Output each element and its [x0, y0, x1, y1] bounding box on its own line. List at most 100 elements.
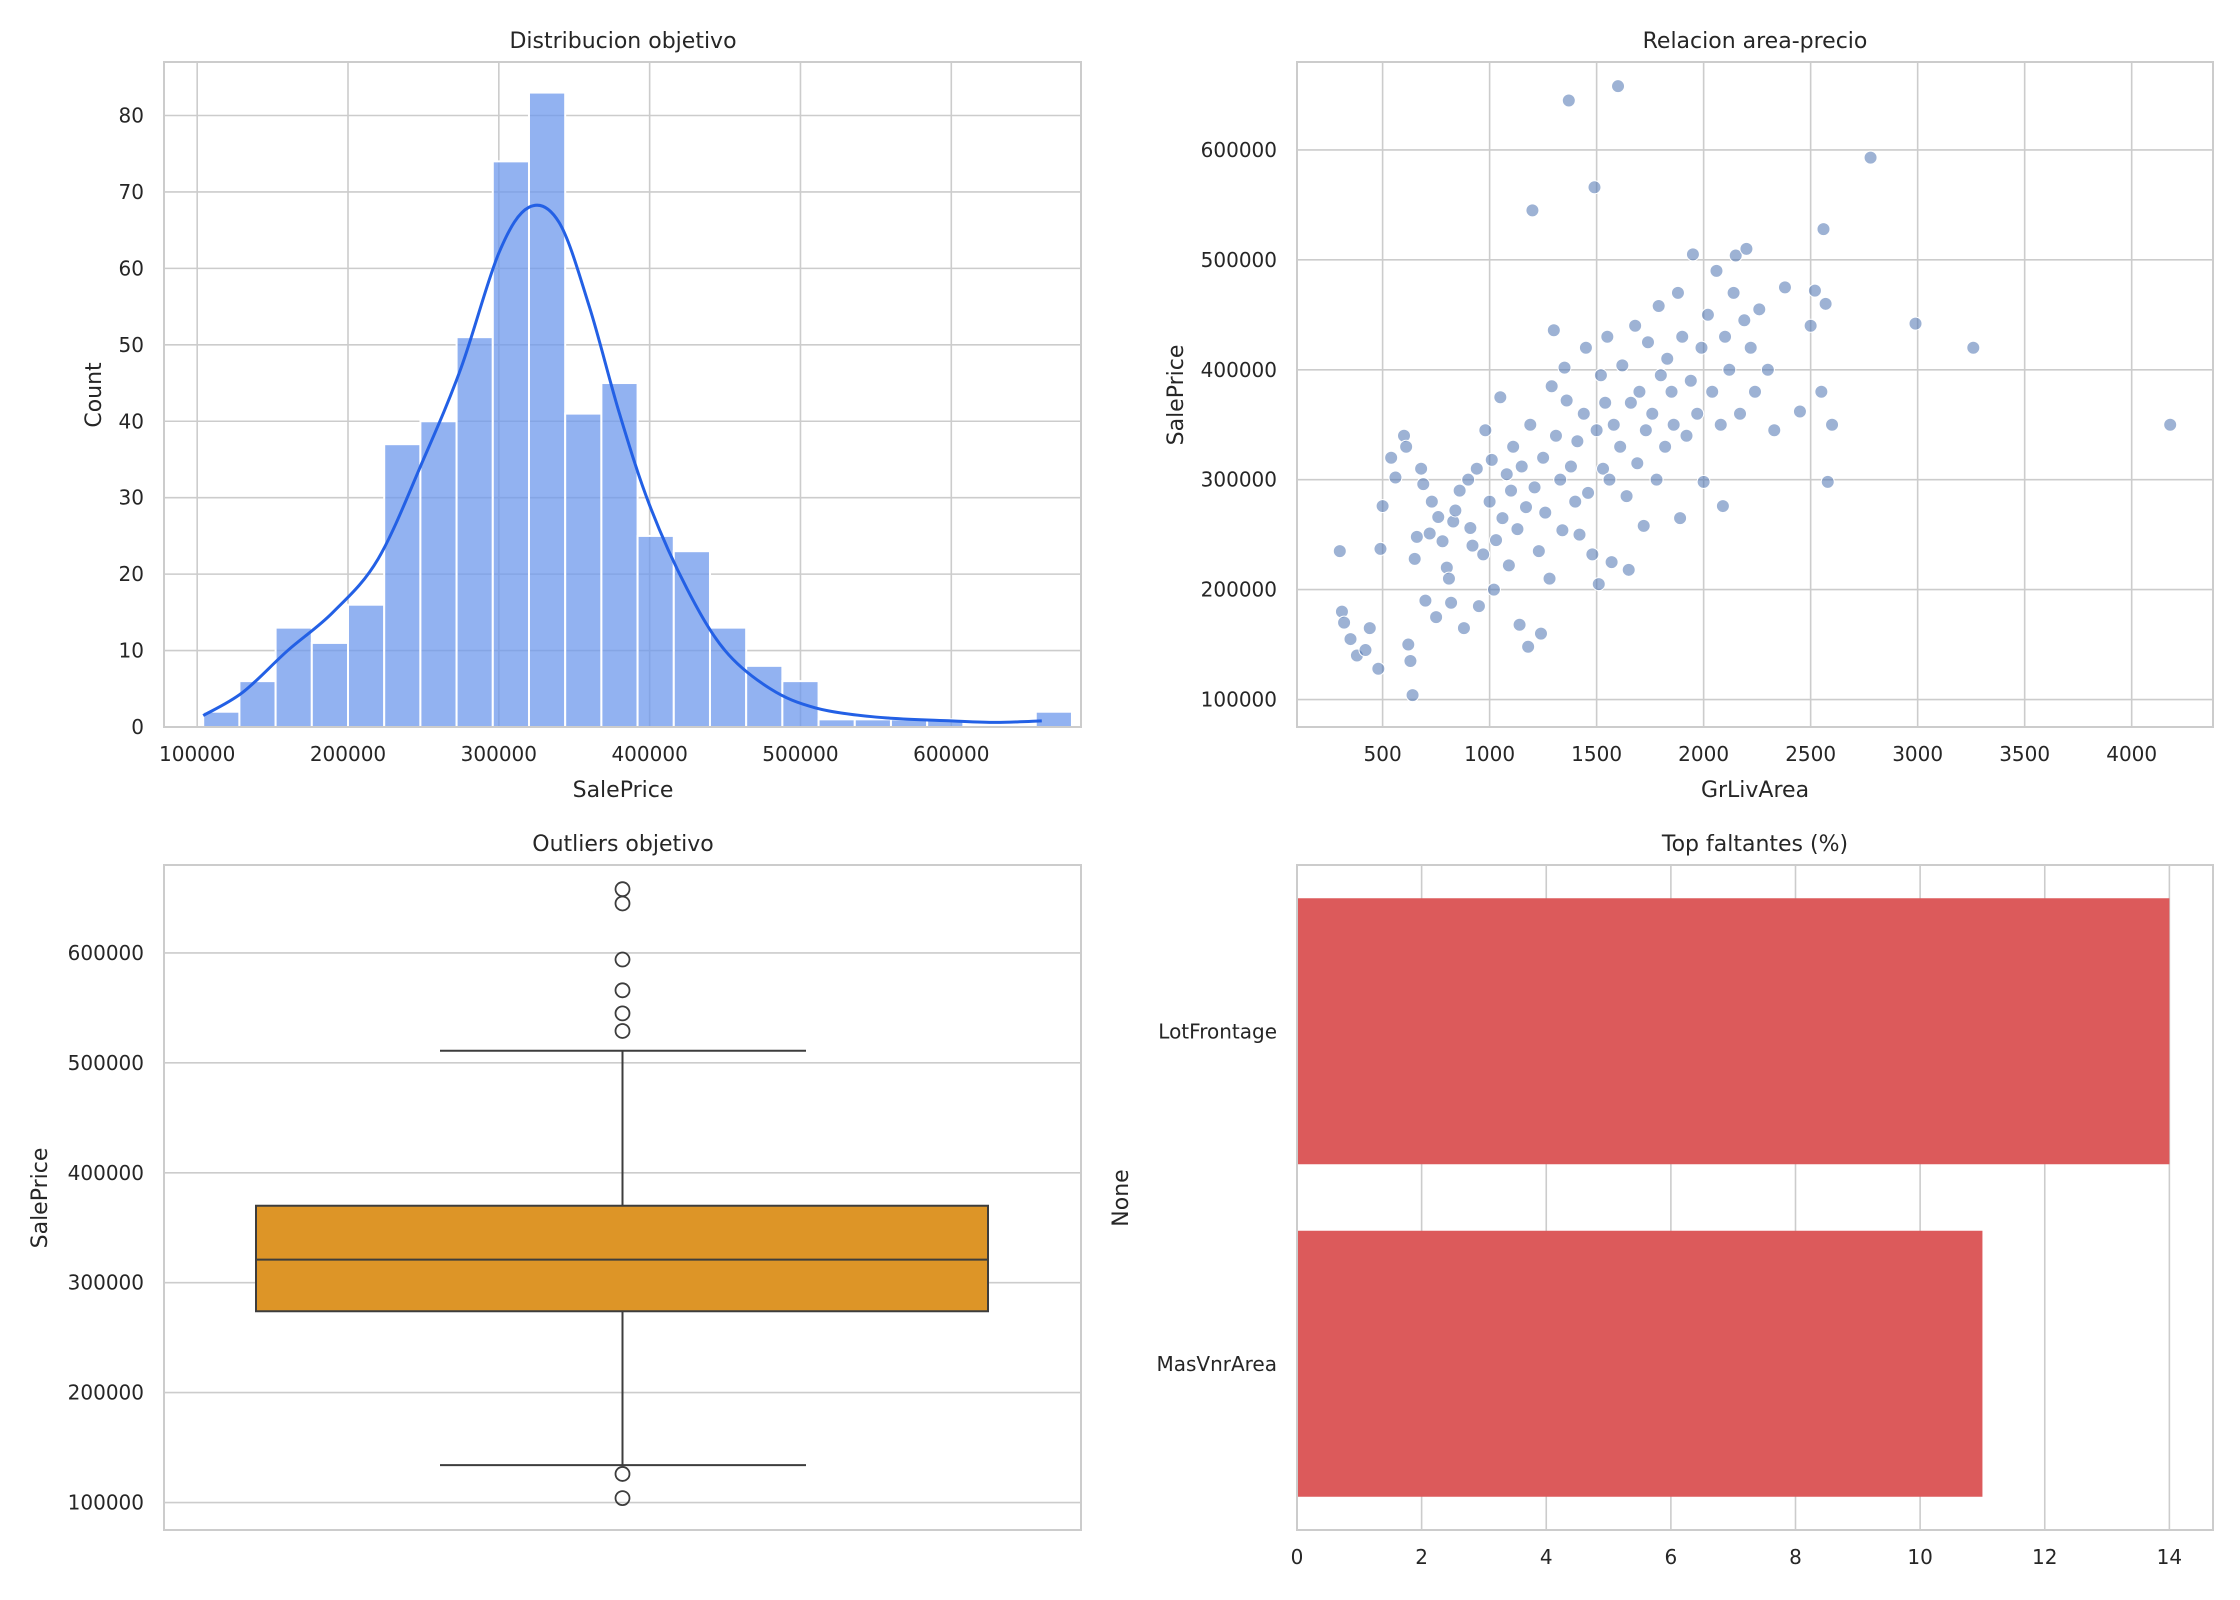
- scatter-point: [1523, 417, 1538, 432]
- scatter-point: [1726, 285, 1741, 300]
- histogram-bar: [1034, 710, 1073, 729]
- scatter-point: [1591, 577, 1606, 592]
- histogram-bar: [491, 160, 530, 729]
- scatter-point: [1478, 423, 1493, 438]
- histogram-bar: [600, 382, 639, 728]
- x-tick-label: 4000: [2106, 742, 2157, 766]
- scatter-point: [1589, 423, 1604, 438]
- missing-bar-panel: Top faltantes (%) 0 2 4 6 8 10 12 14 LotFrontage…: [1109, 832, 2214, 1569]
- histogram-bar: [347, 603, 386, 729]
- scatter-point: [1604, 555, 1619, 570]
- histogram-bar: [383, 443, 422, 728]
- scatter-point: [1553, 472, 1568, 487]
- scatter-point: [1737, 313, 1752, 328]
- scatter-point: [1405, 688, 1420, 703]
- scatter-point: [1621, 562, 1636, 577]
- scatter-point: [1598, 395, 1613, 410]
- scatter-point: [1544, 379, 1559, 394]
- scatter-point: [1486, 582, 1501, 597]
- scatter-point: [1416, 477, 1431, 492]
- scatter-point: [1722, 362, 1737, 377]
- scatter-point: [1816, 222, 1831, 237]
- scatter-point: [1748, 384, 1762, 399]
- y-tick-label: 200000: [1201, 578, 1277, 602]
- scatter-point: [1613, 439, 1628, 454]
- scatter-point: [1484, 452, 1499, 467]
- scatter-point: [1760, 362, 1775, 377]
- x-tick-label: 500: [1364, 742, 1402, 766]
- scatter-ylabel: SalePrice: [1164, 345, 1189, 446]
- scatter-point: [1623, 395, 1638, 410]
- scatter-point: [1343, 632, 1358, 647]
- x-tick-label: 600000: [913, 742, 989, 766]
- scatter-point: [1825, 417, 1840, 432]
- histogram-bar: [817, 718, 856, 729]
- histogram-frame: [163, 61, 1082, 728]
- scatter-point: [1818, 296, 1833, 311]
- scatter-point: [1733, 406, 1748, 421]
- histogram-panel: Distribucion objetivo 100000 200000 300000…: [82, 29, 1082, 803]
- scatter-point: [1743, 340, 1758, 355]
- x-tick-label: 8: [1789, 1545, 1802, 1569]
- scatter-point: [1463, 521, 1478, 536]
- scatter-point: [1501, 558, 1516, 573]
- scatter-point: [1820, 474, 1835, 489]
- y-tick-label: 600000: [68, 941, 144, 965]
- scatter-point: [1533, 626, 1548, 641]
- scatter-point: [1863, 150, 1878, 165]
- scatter-point: [1337, 615, 1352, 630]
- scatter-point: [1718, 329, 1733, 344]
- outlier-point: [614, 895, 631, 912]
- y-tick-label: 30: [119, 486, 144, 510]
- scatter-point: [1632, 384, 1647, 399]
- scatter-point: [1388, 470, 1403, 485]
- scatter-point: [1531, 544, 1546, 559]
- scatter-point: [1578, 340, 1593, 355]
- scatter-point: [1332, 544, 1347, 559]
- scatter-point: [1792, 404, 1807, 419]
- missing-bar-title: Top faltantes (%): [1661, 832, 1848, 857]
- scatter-point: [1504, 483, 1519, 498]
- scatter-point: [1482, 494, 1497, 509]
- y-tick-label: 500000: [1201, 248, 1277, 272]
- y-tick-label: 10: [119, 639, 144, 663]
- y-tick-label: 0: [131, 715, 144, 739]
- category-label: MasVnrArea: [1156, 1352, 1277, 1376]
- scatter-point: [1739, 241, 1754, 256]
- x-tick-label: 500000: [762, 742, 838, 766]
- scatter-point: [1715, 499, 1730, 514]
- scatter-title: Relacion area-precio: [1643, 29, 1868, 54]
- scatter-point: [1581, 485, 1596, 500]
- scatter-point: [1403, 654, 1418, 669]
- histogram-bar: [672, 550, 711, 728]
- scatter-point: [1908, 316, 1923, 331]
- x-tick-label: 1000: [1464, 742, 1515, 766]
- outlier-point: [614, 1005, 631, 1022]
- y-tick-label: 500000: [68, 1051, 144, 1075]
- boxplot-title: Outliers objetivo: [532, 832, 713, 857]
- scatter-point: [1628, 318, 1643, 333]
- scatter-point: [1683, 373, 1698, 388]
- outlier-point: [614, 881, 631, 898]
- y-tick-label: 400000: [1201, 358, 1277, 382]
- histogram-bar: [527, 91, 567, 729]
- scatter-point: [1510, 522, 1525, 537]
- missing-bar: [1297, 898, 2170, 1165]
- histogram-ylabel: Count: [82, 362, 107, 428]
- scatter-point: [1409, 529, 1424, 544]
- scatter-point: [1358, 643, 1373, 658]
- x-tick-label: 400000: [611, 742, 687, 766]
- scatter-point: [1630, 456, 1645, 471]
- x-tick-label: 4: [1540, 1545, 1553, 1569]
- y-tick-label: 40: [119, 409, 144, 433]
- scatter-point: [1651, 299, 1666, 314]
- scatter-point: [1619, 489, 1634, 504]
- scatter-point: [1375, 499, 1390, 514]
- y-tick-label: 300000: [68, 1271, 144, 1295]
- scatter-point: [1407, 551, 1422, 566]
- histogram-bar: [636, 534, 675, 728]
- scatter-point: [1814, 384, 1829, 399]
- x-tick-label: 1500: [1571, 742, 1622, 766]
- histogram-bar: [708, 626, 748, 729]
- x-tick-label: 300000: [461, 742, 537, 766]
